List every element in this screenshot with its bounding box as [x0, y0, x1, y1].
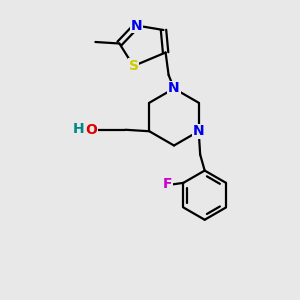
Text: O: O: [85, 123, 98, 137]
Text: N: N: [168, 82, 180, 95]
Text: F: F: [163, 177, 172, 191]
Text: N: N: [131, 19, 142, 32]
Text: N: N: [193, 124, 205, 138]
Text: H: H: [73, 122, 85, 136]
Text: S: S: [128, 59, 139, 73]
